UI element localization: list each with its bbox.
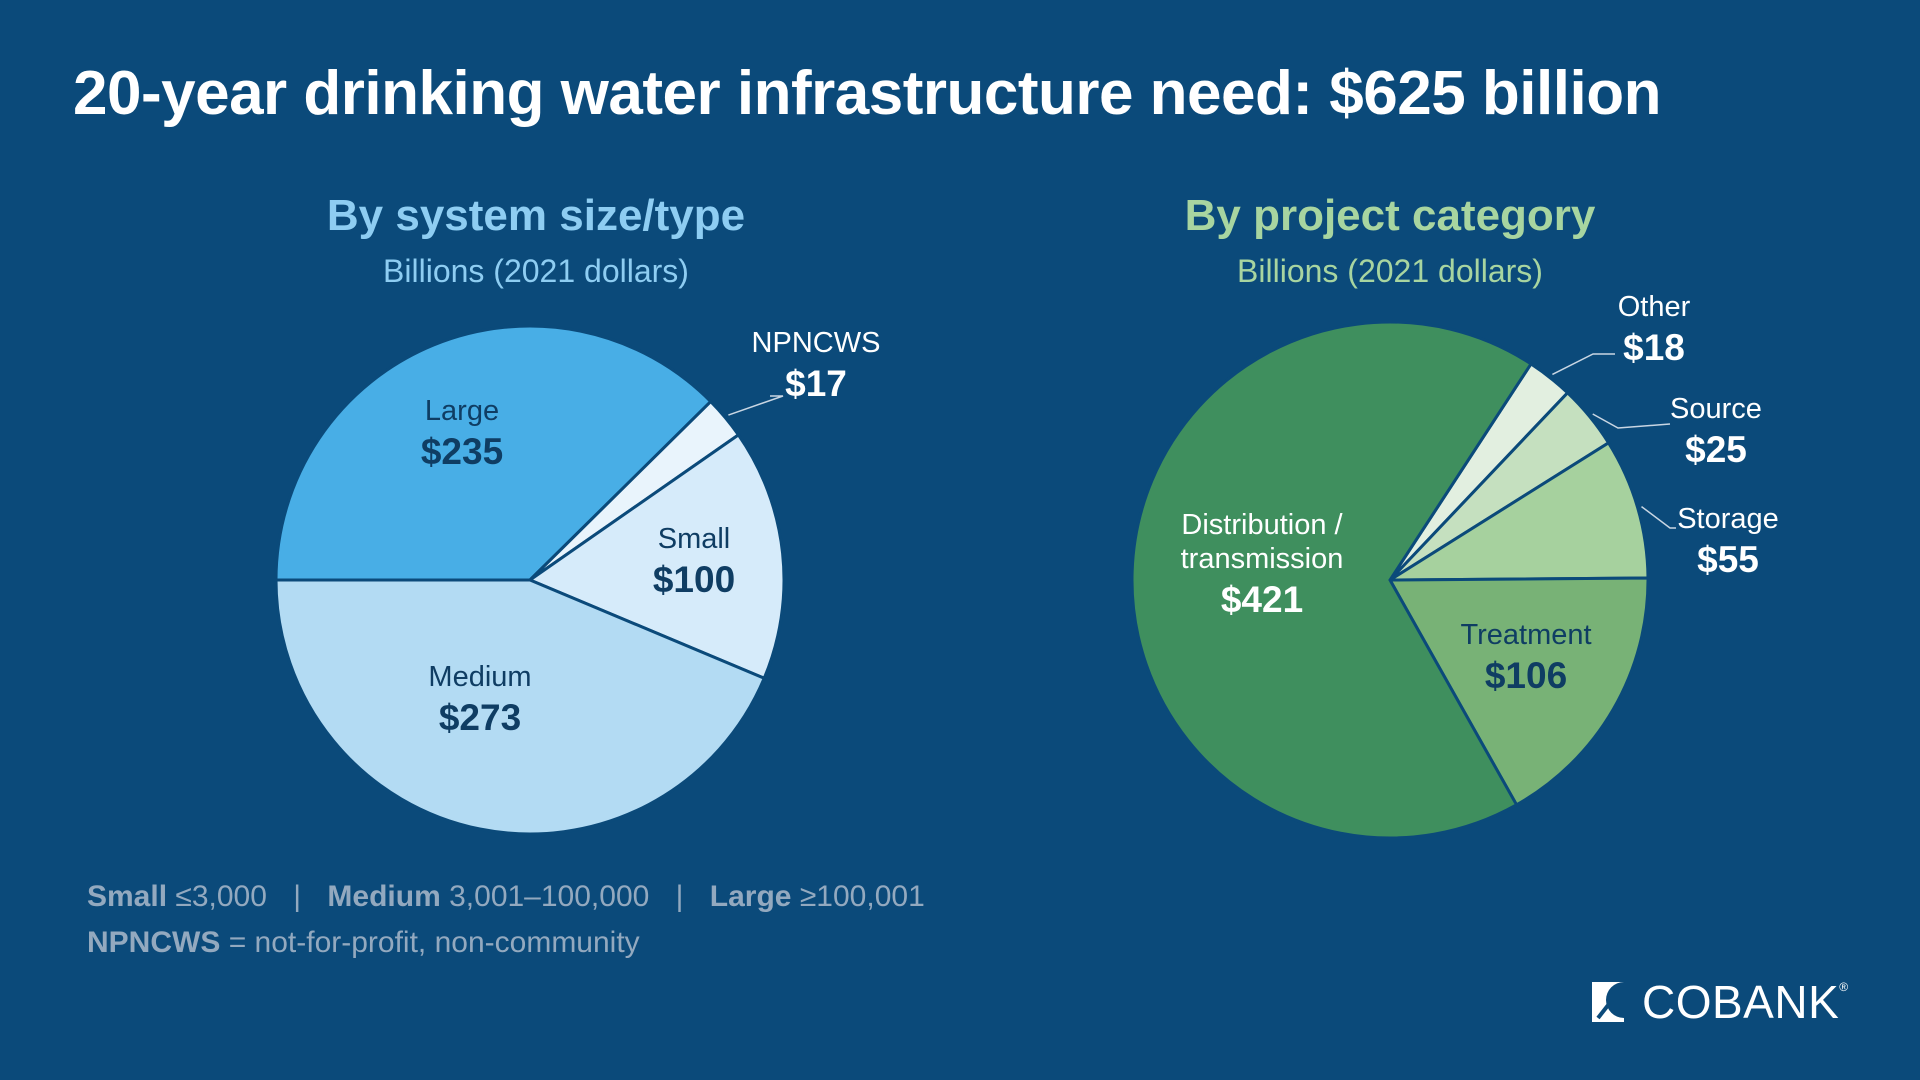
footnote-separator: | (293, 880, 302, 913)
slice-value-storage: $55 (1697, 539, 1759, 580)
footnote-medium-label: Medium (327, 880, 441, 913)
slice-value-other: $18 (1623, 327, 1685, 368)
footnote-large-label: Large (709, 880, 792, 913)
chart-title-system-size: By system size/type (327, 191, 745, 240)
footnote-small-label: Small (87, 880, 168, 913)
slice-label-source: Source (1670, 393, 1762, 425)
pie-chart-project-category: By project category Billions (2021 dolla… (1130, 191, 1779, 840)
cobank-logo-icon (1592, 982, 1624, 1022)
footnote-npncws-value: = not-for-profit, non-community (228, 926, 640, 959)
pie-slice-medium (274, 578, 767, 836)
slice-label-small: Small (658, 523, 731, 555)
pie-slice-large (274, 324, 713, 582)
pie-slices-system-size (274, 324, 786, 836)
pie-slice-storage (1384, 440, 1650, 582)
chart-subtitle-project-category: Billions (2021 dollars) (1237, 253, 1543, 289)
slice-value-small: $100 (653, 559, 735, 600)
pie-chart-system-size: By system size/type Billions (2021 dolla… (274, 191, 881, 836)
slice-value-source: $25 (1685, 429, 1747, 470)
slice-label-treatment: Treatment (1460, 619, 1591, 651)
logo-text: COBANK® (1642, 978, 1849, 1026)
chart-title-project-category: By project category (1185, 191, 1596, 240)
footnote-npncws-label: NPNCWS (87, 926, 221, 959)
slice-value-medium: $273 (439, 697, 521, 738)
leader-line-npncws (728, 395, 784, 416)
footnote-large-value: ≥100,001 (799, 880, 925, 913)
pie-slice-distribution-transmission (1130, 320, 1534, 840)
pie-labels-project-category: Other $18 Source $25 Storage $55 Treatment $106… (1181, 291, 1779, 696)
pie-slices-project-category (1130, 320, 1650, 840)
slice-label-large: Large (425, 395, 499, 427)
footnote-npncws-definition: NPNCWS = not-for-profit, non-community (87, 926, 640, 960)
slice-value-treatment: $106 (1485, 655, 1567, 696)
pie-labels-system-size: Large $235 NPNCWS $17 Small $100 Medium $273 (421, 327, 881, 738)
footnote-medium-value: 3,001–100,000 (449, 880, 650, 913)
leader-line-other (1552, 353, 1615, 376)
chart-subtitle-system-size: Billions (2021 dollars) (383, 253, 689, 289)
footnote-size-definitions: Small ≤3,000 | Medium 3,001–100,000 | La… (87, 880, 925, 914)
slice-value-large: $235 (421, 431, 503, 472)
page-title: 20-year drinking water infrastructure ne… (73, 59, 1661, 128)
slice-label-npncws: NPNCWS (752, 327, 881, 359)
slice-label-distribution-transmission: transmission (1181, 543, 1344, 575)
slice-label-other: Other (1618, 291, 1691, 323)
leader-line-storage (1641, 505, 1676, 529)
slice-value-npncws: $17 (785, 363, 847, 404)
logo-registered-mark: ® (1839, 980, 1849, 994)
footnote-separator: | (675, 880, 684, 913)
slice-label-storage: Storage (1677, 503, 1779, 535)
footnote-small-value: ≤3,000 (175, 880, 267, 913)
slice-label-distribution-transmission: Distribution / (1181, 509, 1343, 541)
logo-wordmark: COBANK (1642, 976, 1840, 1028)
slice-label-medium: Medium (428, 661, 531, 693)
slice-value-distribution-transmission: $421 (1221, 579, 1303, 620)
pie-slice-treatment (1387, 576, 1650, 807)
leader-line-source (1592, 413, 1671, 429)
pie-slice-small (526, 432, 786, 681)
cobank-logo: COBANK® (1590, 978, 1849, 1026)
